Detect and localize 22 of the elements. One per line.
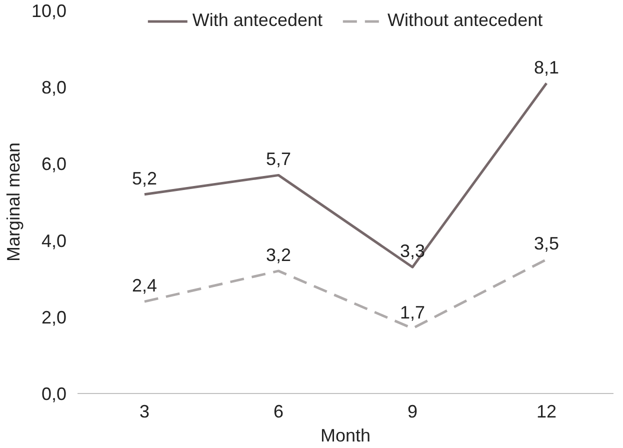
y-tick-label: 10,0 <box>31 1 67 21</box>
data-label: 3,2 <box>266 244 292 265</box>
y-tick-label: 4,0 <box>41 230 67 251</box>
legend-label: Without antecedent <box>387 10 543 31</box>
y-tick-label: 8,0 <box>41 78 67 98</box>
x-tick-label: 12 <box>536 402 557 422</box>
y-axis-title: Marginal mean <box>3 142 24 262</box>
data-label: 8,1 <box>534 57 560 78</box>
y-tick-label: 2,0 <box>41 307 67 328</box>
x-axis-title: Month <box>320 426 371 446</box>
x-tick-label: 6 <box>273 402 284 422</box>
legend-label: With antecedent <box>192 10 322 31</box>
data-label: 3,5 <box>534 233 560 254</box>
data-label: 5,7 <box>266 149 292 170</box>
x-tick-label: 9 <box>407 402 418 422</box>
data-label: 1,7 <box>400 302 426 322</box>
x-tick-label: 3 <box>139 402 150 422</box>
data-label: 2,4 <box>132 276 158 296</box>
data-label: 5,2 <box>132 168 158 188</box>
y-tick-label: 6,0 <box>41 154 67 174</box>
data-label: 3,3 <box>400 241 426 262</box>
y-tick-label: 0,0 <box>41 384 67 404</box>
